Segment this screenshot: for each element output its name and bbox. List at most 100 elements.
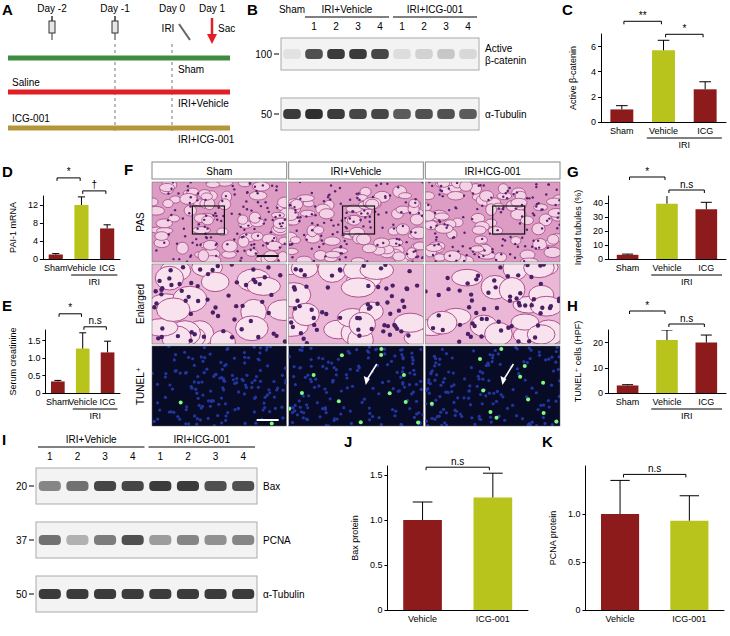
svg-text:Day -1: Day -1 [100, 3, 130, 14]
svg-text:PCNA: PCNA [263, 535, 291, 546]
svg-text:4: 4 [377, 21, 383, 32]
svg-text:**: ** [639, 10, 647, 21]
svg-text:†: † [92, 179, 98, 190]
svg-text:2: 2 [185, 451, 191, 462]
svg-text:37: 37 [16, 535, 28, 546]
svg-text:TUNEL⁺ cells (HPF): TUNEL⁺ cells (HPF) [573, 321, 583, 402]
svg-text:IRI+ICG-001: IRI+ICG-001 [174, 434, 231, 445]
svg-text:20: 20 [593, 226, 603, 236]
svg-text:4: 4 [465, 21, 471, 32]
svg-text:IRI: IRI [679, 140, 691, 150]
svg-text:Vehicle: Vehicle [652, 263, 681, 273]
svg-text:ICG: ICG [697, 126, 713, 136]
svg-text:2: 2 [75, 451, 81, 462]
svg-text:H: H [567, 297, 578, 314]
svg-text:4: 4 [591, 67, 596, 77]
svg-text:1: 1 [311, 21, 317, 32]
svg-text:*: * [645, 300, 649, 311]
svg-text:ICG-001: ICG-001 [476, 614, 510, 624]
svg-text:10: 10 [593, 363, 603, 373]
svg-text:3: 3 [213, 451, 219, 462]
svg-text:Vehicle: Vehicle [649, 126, 678, 136]
svg-text:Active β-catenin: Active β-catenin [568, 46, 578, 110]
svg-text:4: 4 [130, 451, 136, 462]
svg-text:Vehicle: Vehicle [606, 614, 635, 624]
svg-text:F: F [124, 161, 133, 178]
svg-text:Saline: Saline [12, 77, 40, 88]
svg-text:ICG: ICG [99, 263, 115, 273]
svg-text:30: 30 [593, 212, 603, 222]
svg-text:Day -2: Day -2 [37, 3, 67, 14]
svg-text:TUNEL⁺: TUNEL⁺ [135, 367, 146, 405]
svg-text:Bax protein: Bax protein [350, 515, 360, 561]
svg-text:1.0: 1.0 [370, 515, 383, 525]
svg-text:Sham: Sham [616, 263, 640, 273]
svg-text:*: * [645, 166, 649, 177]
svg-text:Day 0: Day 0 [159, 3, 186, 14]
svg-text:IRI+Vehicle: IRI+Vehicle [322, 4, 373, 15]
svg-text:2: 2 [421, 21, 427, 32]
svg-text:IRI: IRI [89, 277, 101, 287]
svg-text:0: 0 [377, 605, 382, 615]
svg-text:Sham: Sham [610, 126, 634, 136]
svg-text:1.5: 1.5 [28, 336, 41, 346]
svg-text:Sham: Sham [46, 397, 70, 407]
svg-text:0.5: 0.5 [568, 557, 581, 567]
svg-text:E: E [2, 297, 12, 314]
svg-text:K: K [542, 433, 553, 450]
svg-text:B: B [247, 1, 258, 18]
svg-text:50: 50 [261, 109, 273, 120]
svg-text:1.0: 1.0 [568, 509, 581, 519]
svg-text:IRI: IRI [681, 277, 693, 287]
svg-text:0: 0 [598, 388, 603, 398]
svg-text:3: 3 [102, 451, 108, 462]
svg-text:IRI: IRI [89, 411, 101, 421]
svg-text:2: 2 [591, 92, 596, 102]
svg-text:40: 40 [593, 198, 603, 208]
svg-text:12: 12 [28, 200, 38, 210]
svg-text:*: * [68, 302, 72, 313]
svg-text:Vehicle: Vehicle [408, 614, 437, 624]
svg-text:0: 0 [575, 605, 580, 615]
svg-text:20: 20 [593, 338, 603, 348]
svg-text:Sac: Sac [218, 23, 235, 34]
svg-text:20: 20 [16, 481, 28, 492]
svg-text:0: 0 [35, 388, 40, 398]
svg-text:Injured tubules (%): Injured tubules (%) [573, 190, 583, 266]
svg-text:IRI+Vehicle: IRI+Vehicle [331, 166, 382, 177]
svg-text:Sham: Sham [279, 4, 305, 15]
svg-text:I: I [2, 431, 6, 448]
svg-text:IRI+Vehicle: IRI+Vehicle [178, 98, 229, 109]
svg-text:1.5: 1.5 [370, 470, 383, 480]
svg-text:D: D [2, 163, 13, 180]
svg-text:100: 100 [255, 49, 272, 60]
svg-text:Vehicle: Vehicle [68, 397, 97, 407]
svg-text:0: 0 [591, 117, 596, 127]
svg-text:Sham: Sham [206, 166, 232, 177]
svg-text:IRI: IRI [162, 23, 175, 34]
svg-text:α-Tubulin: α-Tubulin [263, 589, 305, 600]
svg-text:10: 10 [593, 240, 603, 250]
svg-text:8: 8 [33, 218, 38, 228]
svg-text:1: 1 [158, 451, 164, 462]
svg-text:ICG: ICG [100, 397, 116, 407]
svg-text:IRI+ICG-001: IRI+ICG-001 [464, 166, 521, 177]
svg-text:Bax: Bax [263, 481, 280, 492]
svg-text:*: * [67, 166, 71, 177]
svg-text:1: 1 [47, 451, 53, 462]
svg-text:G: G [567, 163, 579, 180]
svg-text:Day 1: Day 1 [199, 3, 226, 14]
svg-text:ICG: ICG [698, 397, 714, 407]
svg-text:Active: Active [485, 43, 513, 54]
svg-text:n.s: n.s [680, 179, 693, 190]
svg-text:2: 2 [333, 21, 339, 32]
svg-text:IRI+ICG-001: IRI+ICG-001 [178, 134, 235, 145]
svg-text:Vehicle: Vehicle [67, 263, 96, 273]
svg-text:0: 0 [598, 254, 603, 264]
svg-text:C: C [562, 1, 573, 18]
svg-text:α-Tubulin: α-Tubulin [485, 109, 527, 120]
svg-text:ICG-001: ICG-001 [672, 614, 706, 624]
svg-text:IRI: IRI [681, 411, 693, 421]
svg-text:Enlarged: Enlarged [135, 284, 146, 324]
svg-text:PAI-1 mRNA: PAI-1 mRNA [8, 202, 18, 253]
